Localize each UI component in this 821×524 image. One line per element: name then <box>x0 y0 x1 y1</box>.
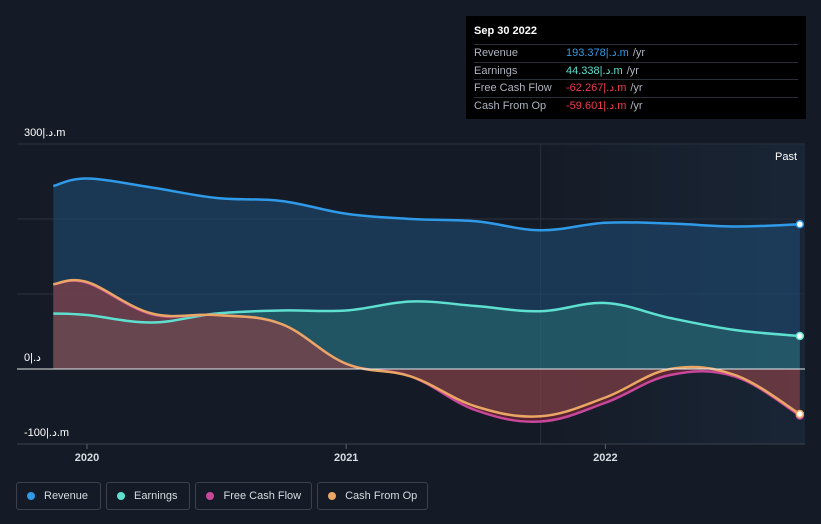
tooltip-value: 44.338|.د.m <box>566 64 623 77</box>
legend-item-free-cash-flow[interactable]: Free Cash Flow <box>195 482 313 510</box>
tooltip-label: Earnings <box>474 64 518 77</box>
tooltip-row-free-cash-flow: Free Cash Flow -62.267|.د.m /yr <box>474 79 798 97</box>
series-end-markers <box>795 220 805 420</box>
cash-from-op-end-point <box>795 409 805 419</box>
tooltip-label: Free Cash Flow <box>474 82 552 94</box>
legend-label: Cash From Op <box>345 490 418 502</box>
tooltip-row-earnings: Earnings 44.338|.د.m /yr <box>474 61 798 80</box>
series-areas <box>53 178 800 422</box>
earnings-dot-icon <box>117 492 126 500</box>
x-tick-label: 2022 <box>593 452 617 464</box>
legend: Revenue Earnings Free Cash Flow Cash Fro… <box>16 482 429 510</box>
legend-label: Earnings <box>134 490 178 502</box>
tooltip-value: -62.267|.د.m <box>566 82 627 94</box>
revenue-end-point <box>795 220 805 229</box>
y-axis: 300|.د.m 0|.د -100|.د.m <box>24 127 69 439</box>
earnings-end-point <box>795 331 805 341</box>
legend-item-earnings[interactable]: Earnings <box>106 482 191 510</box>
earnings-line <box>53 300 800 338</box>
y-axis-label: 300|.د.m <box>24 127 65 139</box>
series-lines <box>52 177 801 423</box>
tooltip-row-cash-from-op: Cash From Op -59.601|.د.m /yr <box>474 96 798 115</box>
tooltip-unit: /yr <box>626 64 639 77</box>
tooltip-date: Sep 30 2022 <box>474 25 537 37</box>
revenue-line <box>52 177 800 232</box>
free-cash-flow-area <box>53 280 800 422</box>
legend-item-cash-from-op[interactable]: Cash From Op <box>317 482 429 510</box>
tooltip-unit: /yr <box>630 82 643 94</box>
cash-from-op-dot-icon <box>328 492 337 500</box>
revenue-dot-icon <box>27 492 35 500</box>
tooltip-label: Revenue <box>474 47 519 59</box>
tooltip-unit: /yr <box>630 99 643 112</box>
legend-label: Revenue <box>44 490 89 502</box>
y-axis-label: -100|.د.m <box>24 427 69 439</box>
y-axis-label: 0|.د <box>24 352 41 364</box>
past-label: Past <box>775 151 797 163</box>
x-axis: 2020 2021 2022 <box>17 443 805 464</box>
cash-from-op-area <box>53 280 800 417</box>
tooltip-unit: /yr <box>632 47 646 59</box>
tooltip-row-revenue: Revenue 193.378|.د.m /yr <box>474 44 798 62</box>
legend-label: Free Cash Flow <box>223 490 302 502</box>
x-tick-label: 2021 <box>334 452 358 464</box>
tooltip-value: -59.601|.د.m <box>566 99 627 112</box>
tooltip: Sep 30 2022 Revenue 193.378|.د.m /yr Ear… <box>466 16 806 119</box>
tooltip-value: 193.378|.د.m <box>566 47 629 59</box>
legend-item-revenue[interactable]: Revenue <box>16 482 102 510</box>
tooltip-label: Cash From Op <box>474 99 547 112</box>
free-cash-flow-dot-icon <box>206 492 215 500</box>
x-tick-label: 2020 <box>75 452 99 464</box>
